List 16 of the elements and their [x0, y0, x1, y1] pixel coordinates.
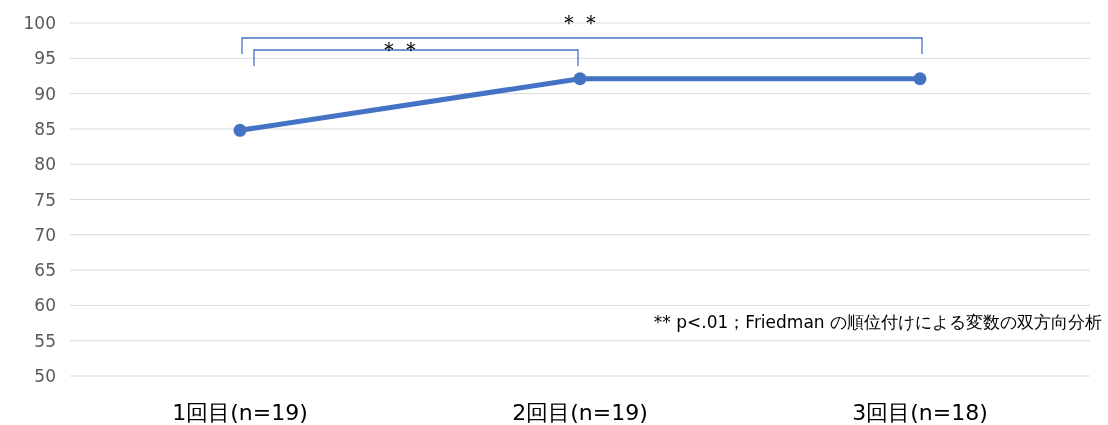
annotation: ** p<.01；Friedman の順位付けによる変数の双方向分析 — [653, 312, 1102, 332]
y-tick-label: 95 — [34, 48, 56, 69]
y-tick-label: 60 — [34, 295, 56, 316]
y-tick-label: 65 — [34, 260, 56, 281]
y-tick-label: 70 — [34, 224, 56, 245]
y-tick-label: 100 — [23, 13, 56, 33]
x-tick-label: 3回目(n=18) — [852, 400, 988, 425]
y-tick-label: 80 — [34, 154, 56, 175]
y-tick-label: 85 — [34, 118, 56, 139]
y-tick-label: 50 — [34, 366, 56, 386]
y-tick-label: 75 — [34, 189, 56, 210]
x-tick-label: 2回目(n=19) — [512, 400, 648, 425]
y-tick-label: 55 — [34, 330, 56, 351]
y-tick-label: 90 — [34, 83, 56, 104]
annotation: ＊＊ — [558, 10, 602, 35]
x-tick-label: 1回目(n=19) — [172, 400, 308, 425]
